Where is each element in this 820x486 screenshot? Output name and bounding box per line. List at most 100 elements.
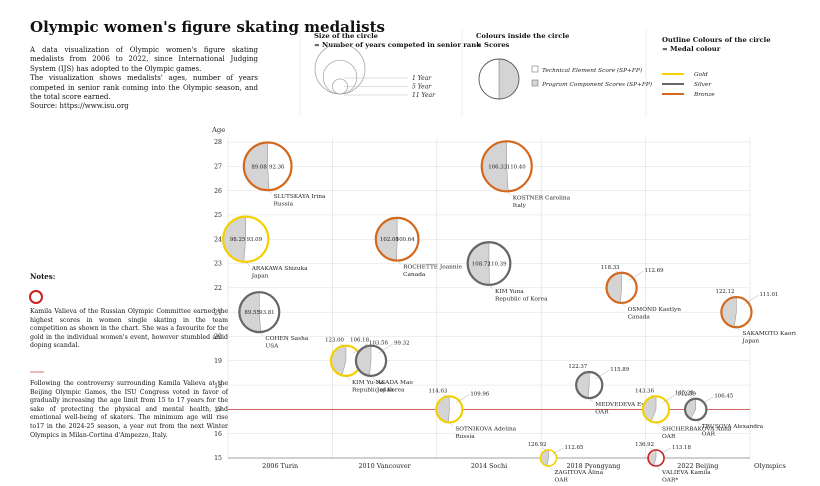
skater-osmond-9-pcs-value: 112.69 (645, 268, 664, 274)
note-age-limit: Following the controversy surrounding Ka… (30, 380, 228, 439)
skater-asada-5-pcs-leader (378, 343, 394, 354)
legend-scores-title: Colours inside the circle (476, 32, 570, 40)
x-tick-label-1: 2010 Vancouver (358, 462, 411, 470)
skater-shcherbakova-13-country: OAR (662, 434, 676, 440)
skater-sakamoto-12-divider-2 (733, 312, 737, 328)
skater-slutskaya-0-pcs-value: 92.36 (269, 164, 285, 170)
legend-medal-label-gold: Gold (694, 72, 708, 78)
legend-medal-label-silver: Silver (694, 82, 712, 88)
skater-medvedeva-10-tes-value: 122.37 (568, 364, 587, 370)
y-tick-label-21: 21 (214, 309, 222, 316)
skater-sakamoto-12-country: Japan (741, 339, 759, 345)
skater-shcherbakova-13-divider-2 (651, 409, 657, 422)
skater-arakawa-1-tes-wedge (243, 216, 269, 262)
skater-kostner-6-name: KOSTNER Carolina (513, 195, 571, 201)
x-tick-label-3: 2018 Pyongyang (566, 462, 620, 470)
skater-arakawa-1-tes-value: 98.25 (230, 237, 246, 243)
y-tick-label-25: 25 (214, 212, 222, 219)
skater-medvedeva-10-tes-leader (583, 369, 588, 374)
skater-sakamoto-12-tes-wedge (734, 297, 752, 328)
skater-asada-5-pcs-wedge (355, 345, 372, 376)
skater-sakamoto-12-tes-value: 122.12 (716, 289, 735, 295)
legend-size-heading: Size of the circle = Number of years com… (314, 32, 481, 50)
skater-asada-5-tes-value: 106.18 (350, 338, 369, 344)
skater-valieva-15-divider-2 (653, 457, 657, 466)
skater-valieva-15-pcs-leader (659, 447, 672, 455)
skater-kim-4-name-leader (345, 375, 351, 380)
skater-trusova-14-divider-2 (690, 409, 696, 419)
x-tick-label-2: 2014 Sochi (471, 462, 507, 470)
skater-sotnikova-8-name-leader (449, 422, 454, 427)
legend-size-label: 1 Year (412, 75, 432, 82)
skater-asada-5-country: Japan (376, 387, 394, 393)
skater-kostner-6-country: Italy (513, 203, 527, 209)
skater-osmond-9-country: Canada (628, 314, 651, 320)
skater-trusova-14-pcs-leader (700, 396, 714, 405)
skater-shcherbakova-13-name-leader (655, 422, 661, 427)
legend-score-pcs-half (499, 59, 519, 99)
skater-sotnikova-8-pcs-wedge (436, 396, 450, 423)
skater-asada-5-name-leader (370, 375, 376, 380)
intro-paragraph-1: A data visualization of Olympic women's … (30, 46, 258, 73)
skater-sotnikova-8-pcs-value: 109.96 (470, 391, 489, 397)
skater-valieva-15-country: OAR* (662, 478, 678, 484)
skater-slutskaya-0-divider-2 (267, 166, 270, 191)
skater-slutskaya-0-pcs-wedge (243, 142, 270, 191)
x-axis-label: Olympics (754, 462, 786, 470)
skater-zagitova-11-tes-leader (542, 447, 547, 452)
skater-arakawa-1-country: Japan (251, 273, 269, 279)
skater-sotnikova-8-country: Russia (455, 434, 475, 440)
y-tick-label-23: 23 (214, 261, 222, 268)
skater-trusova-14-pcs-value: 106.45 (714, 394, 733, 400)
skater-valieva-15-pcs-value: 113.18 (672, 445, 691, 451)
skater-sotnikova-8-pcs-leader (455, 394, 470, 404)
skater-trusova-14-tes-value: 145.28 (675, 391, 694, 397)
skater-medvedeva-10-pcs-value: 115.89 (610, 367, 629, 373)
skater-kim-4-pcs-wedge (330, 345, 346, 376)
skater-sakamoto-12-name: SAKAMOTO Kaori (742, 331, 796, 337)
y-tick-label-20: 20 (214, 334, 222, 341)
skater-zagitova-11-pcs-leader (552, 447, 564, 455)
skater-medvedeva-10-divider-2 (587, 385, 590, 399)
skater-kim-4-tes-wedge (341, 345, 362, 376)
skater-asada-5-tes-wedge (369, 345, 387, 376)
legend-medal-label-bronze: Bronze (693, 92, 715, 98)
skater-rochette-3-pcs-wedge (375, 217, 398, 261)
skater-zagitova-11-pcs-value: 112.65 (565, 445, 584, 451)
legend-size-title: Size of the circle (314, 32, 378, 40)
y-tick-label-28: 28 (214, 139, 222, 146)
skater-kim-7-name: KIM Yuna (495, 289, 524, 295)
skater-osmond-9-divider-2 (620, 287, 622, 303)
legend-outline-title: Outline Colours of the circle (662, 36, 771, 44)
page-title: Olympic women's figure skating medalists (30, 18, 385, 36)
skater-sakamoto-12-pcs-leader (743, 294, 759, 305)
skater-kostner-6-pcs-wedge (481, 141, 509, 192)
skater-valieva-15-tes-value: 136.92 (635, 442, 654, 448)
skater-osmond-9-tes-value: 118.33 (601, 265, 620, 271)
skater-shcherbakova-13-name: SHCHERBAKOVA Anna (662, 426, 732, 432)
skater-medvedeva-10-tes-wedge (588, 372, 603, 399)
skater-rochette-3-country: Canada (403, 272, 426, 278)
skater-zagitova-11-divider-2 (546, 457, 549, 466)
y-tick-label-26: 26 (214, 188, 222, 195)
skater-arakawa-1-name-leader (245, 261, 250, 266)
skater-arakawa-1-pcs-value: 93.09 (247, 237, 263, 243)
skater-sotnikova-8-divider-2 (448, 409, 450, 423)
intro-paragraph-2: The visualization shows medalists' ages,… (30, 74, 258, 102)
skater-zagitova-11-country: OAR (555, 478, 569, 484)
intro-text: A data visualization of Olympic women's … (30, 46, 258, 112)
skater-trusova-14-name: TRUSOVA Alexandra (702, 424, 764, 430)
y-tick-label-18: 18 (214, 382, 222, 389)
source-text: Source: https://www.isu.org (30, 102, 129, 111)
skater-kim-4-tes-leader (339, 343, 345, 347)
skater-arakawa-1-divider-2 (243, 239, 246, 262)
skater-asada-5-pcs-value: 99.32 (394, 341, 409, 347)
skater-medvedeva-10-name-leader (589, 397, 594, 403)
skater-slutskaya-0-tes-wedge (267, 142, 292, 191)
skater-sakamoto-12-pcs-wedge (721, 297, 737, 328)
y-tick-label-16: 16 (214, 431, 222, 438)
legend-pcs-swatch (531, 79, 539, 87)
skater-slutskaya-0-country: Russia (274, 202, 294, 208)
skater-arakawa-1-pcs-wedge (223, 216, 246, 262)
